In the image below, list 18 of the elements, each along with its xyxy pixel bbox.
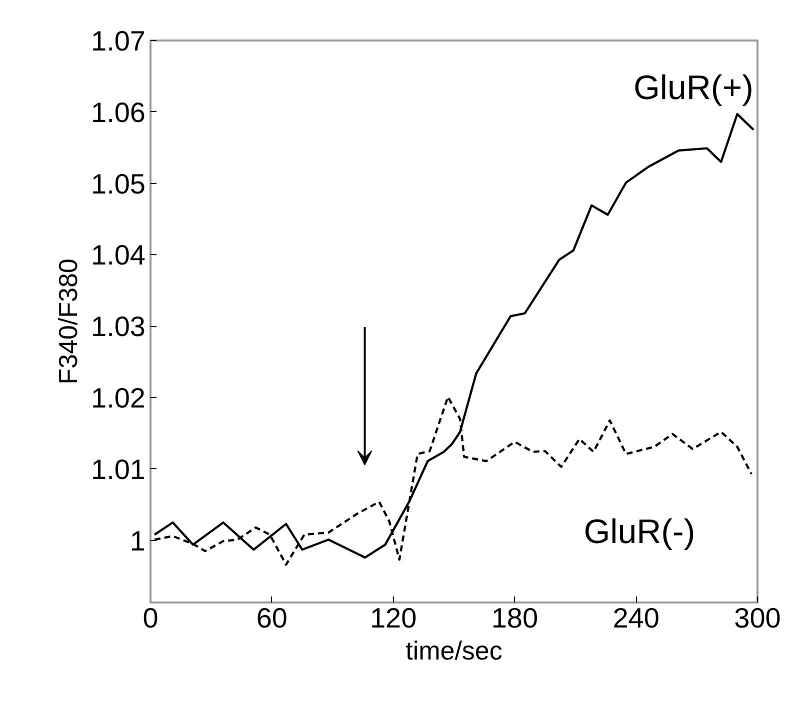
y-tick-label: 1.03 xyxy=(91,311,146,342)
y-tick-label: 1.04 xyxy=(91,240,146,271)
x-tick-label: 60 xyxy=(256,602,288,634)
y-tick-label: 1.02 xyxy=(91,382,146,414)
y-tick-label: 1.07 xyxy=(91,26,146,56)
y-tick-label: 1.05 xyxy=(91,168,146,200)
y-tick-label: 1.06 xyxy=(91,96,146,128)
y-tick-label: 1 xyxy=(130,525,146,556)
x-tick-label: 180 xyxy=(491,602,538,634)
series-label: GluR(+) xyxy=(633,68,754,107)
y-axis-title: F340/F380 xyxy=(53,258,84,384)
x-tick-label: 240 xyxy=(612,602,660,634)
series-label: GluR(-) xyxy=(584,512,696,551)
x-axis-title: time/sec xyxy=(406,636,502,666)
x-tick-label: 300 xyxy=(734,602,781,634)
x-tick-label: 0 xyxy=(142,602,158,634)
y-tick-label: 1.01 xyxy=(91,454,146,485)
x-tick-label: 120 xyxy=(370,602,417,634)
